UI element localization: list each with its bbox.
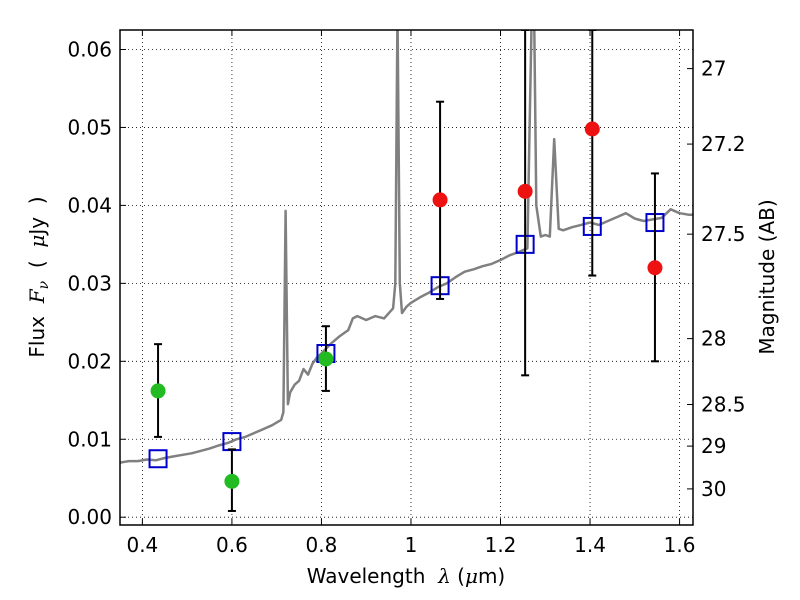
y2-tick-label: 27 bbox=[701, 57, 726, 81]
model-flux-square bbox=[148, 449, 168, 469]
plot-frame bbox=[119, 29, 694, 526]
y-tick-label: 0.04 bbox=[67, 193, 112, 217]
x-tick-label: 0.4 bbox=[126, 533, 158, 557]
y-axis-title: Flux Fν ( μJy ) bbox=[25, 196, 52, 357]
axis-ticks: 0.4 0.6 0.8 1 1.2 1.4 1.6 0.00 0.01 0.02 0.03 0.04 0… bbox=[67, 30, 746, 557]
x-tick-label: 1.4 bbox=[574, 533, 606, 557]
observed-flux-point bbox=[584, 121, 600, 137]
y2-tick-label: 27.2 bbox=[701, 132, 746, 156]
y-tick-label: 0.06 bbox=[67, 37, 112, 61]
x-tick-label: 1 bbox=[405, 533, 418, 557]
y2-tick-label: 27.5 bbox=[701, 222, 746, 246]
observed-flux-point bbox=[150, 383, 166, 399]
y2-tick-label: 29 bbox=[701, 434, 726, 458]
model-spectrum-line bbox=[120, 30, 693, 464]
y2-tick-label: 28.5 bbox=[701, 393, 746, 417]
x-tick-label: 1.2 bbox=[485, 533, 517, 557]
x-tick-label: 0.6 bbox=[216, 533, 248, 557]
observed-flux-point bbox=[517, 183, 533, 199]
y-tick-label: 0.05 bbox=[67, 115, 112, 139]
data-layer bbox=[120, 30, 693, 512]
y-tick-label: 0.00 bbox=[67, 505, 112, 529]
observed-flux-point bbox=[647, 260, 663, 276]
x-tick-label: 1.6 bbox=[664, 533, 696, 557]
x-tick-label: 0.8 bbox=[306, 533, 338, 557]
y2-tick-label: 28 bbox=[701, 327, 726, 351]
observed-flux-point bbox=[224, 473, 240, 489]
y-tick-label: 0.02 bbox=[67, 349, 112, 373]
y2-axis-title: Magnitude (AB) bbox=[755, 199, 779, 354]
y-tick-label: 0.03 bbox=[67, 271, 112, 295]
observed-flux-point bbox=[318, 351, 334, 367]
x-axis-title: Wavelength λ (μm) bbox=[307, 564, 506, 588]
y-tick-label: 0.01 bbox=[67, 427, 112, 451]
y2-tick-label: 30 bbox=[701, 477, 726, 501]
observed-flux-point bbox=[432, 192, 448, 208]
